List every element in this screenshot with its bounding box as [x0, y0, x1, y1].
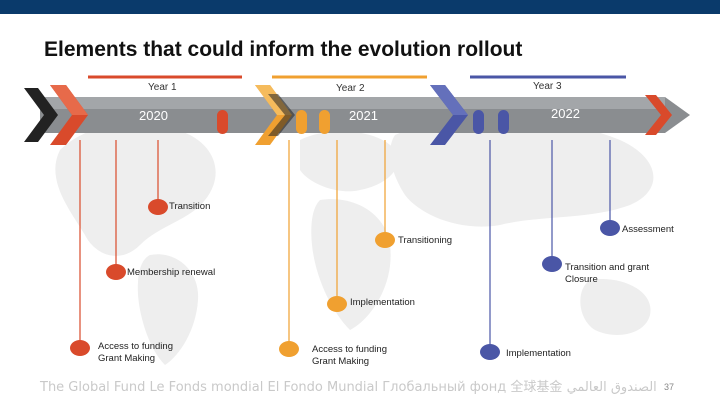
year2-number: 2021	[349, 108, 378, 123]
year1-number: 2020	[139, 108, 168, 123]
label-transitioning: Transitioning	[398, 235, 453, 246]
header-bar	[0, 0, 720, 14]
label-membership-renewal: Membership renewal	[127, 267, 216, 278]
footer-brand-strip: The Global Fund Le Fonds mondial El Fond…	[40, 380, 657, 395]
year2-label: Year 2	[336, 83, 365, 94]
label-implementation-right: Implementation	[506, 348, 571, 359]
dot-membership-renewal	[106, 264, 126, 280]
milestone-dots	[70, 199, 620, 360]
dot-access-funding-1	[70, 340, 90, 356]
label-transition-grant-closure: Transition and grant Closure	[565, 262, 650, 285]
marker-pill-red	[217, 110, 228, 134]
chevron-blue	[430, 85, 468, 145]
world-map-background	[55, 118, 654, 365]
dot-access-funding-2	[279, 341, 299, 357]
year3-number: 2022	[551, 106, 580, 121]
page-title: Elements that could inform the evolution…	[44, 38, 523, 61]
year3-label: Year 3	[533, 81, 562, 92]
page-number: 37	[664, 382, 675, 392]
marker-pill-orange-1	[296, 110, 307, 134]
dot-implementation-right	[480, 344, 500, 360]
dot-transition	[148, 199, 168, 215]
marker-pill-orange-2	[319, 110, 330, 134]
marker-pill-blue-1	[473, 110, 484, 134]
chevron-end-red	[645, 95, 672, 135]
chevron-orange	[255, 85, 295, 145]
label-access-funding-1: Access to funding Grant Making	[98, 341, 173, 364]
timeline-band	[40, 97, 690, 133]
marker-pill-blue-2	[498, 110, 509, 134]
dot-transition-grant-closure	[542, 256, 562, 272]
dot-transitioning	[375, 232, 395, 248]
dot-assessment	[600, 220, 620, 236]
label-access-funding-2: Access to funding Grant Making	[312, 344, 387, 367]
label-transition: Transition	[169, 201, 211, 212]
chevron-red	[24, 85, 88, 145]
dot-implementation-mid	[327, 296, 347, 312]
year1-label: Year 1	[148, 82, 177, 93]
connector-lines	[79, 140, 611, 352]
label-implementation-mid: Implementation	[350, 297, 415, 308]
label-assessment: Assessment	[622, 224, 674, 235]
